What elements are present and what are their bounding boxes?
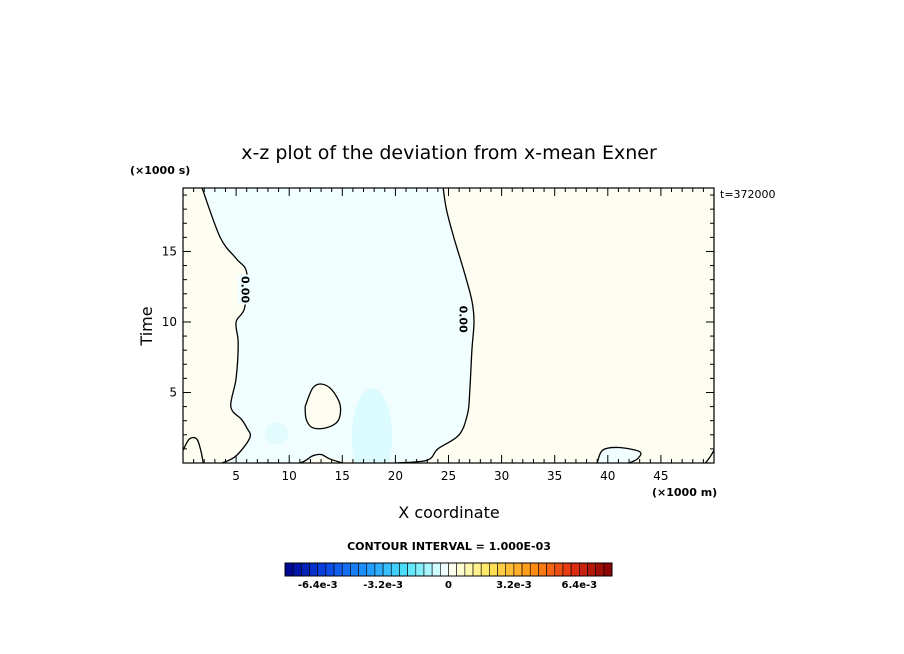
x-tick-label: 20 (388, 469, 403, 483)
shaded-patch-0 (351, 388, 393, 463)
contour-region-1 (305, 383, 341, 429)
contour-label-bg-1 (455, 304, 470, 335)
colorbar-tick-label: -6.4e-3 (298, 580, 338, 591)
colorbar-cell (358, 562, 368, 577)
colorbar-cell (407, 562, 417, 577)
colorbar-cell (587, 562, 596, 577)
zero-contour-line-0 (201, 188, 252, 463)
colorbar-cell (521, 562, 531, 577)
colorbar-cell (562, 562, 572, 577)
zero-contour-right-bump (596, 446, 642, 463)
colorbar-cell (317, 562, 327, 577)
x-tick-label: 25 (441, 469, 456, 483)
colorbar-cell (603, 562, 613, 577)
colorbar-cell (497, 562, 507, 577)
colorbar-cell (333, 562, 343, 577)
colorbar-cell (448, 562, 457, 577)
zero-contour-line-2 (257, 453, 343, 463)
zero-contour-line-3 (183, 436, 204, 463)
colorbar-cell (301, 562, 310, 577)
y-tick-label: 5 (169, 385, 177, 399)
colorbar-tick-label: 3.2e-3 (496, 580, 532, 591)
axis-ticks (183, 188, 714, 463)
colorbar-cell (382, 562, 392, 577)
shaded-patch-1 (264, 422, 289, 445)
x-tick-label: 35 (547, 469, 562, 483)
colorbar-cell (480, 562, 490, 577)
colorbar-cell (440, 562, 449, 577)
colorbar: -6.4e-3 -3.2e-3 0 3.2e-3 6.4e-3 (284, 562, 613, 591)
time-label: t=372000 (720, 188, 776, 201)
chart-title: x-z plot of the deviation from x-mean Ex… (241, 142, 657, 164)
colorbar-cell (399, 562, 408, 577)
colorbar-cell (350, 562, 359, 577)
colorbar-cell (538, 562, 547, 577)
zero-contour-loop (304, 383, 342, 430)
colorbar-tick-label: 0 (445, 580, 452, 591)
colorbar-cell (595, 562, 605, 577)
y-axis-unit: (×1000 s) (130, 164, 190, 177)
colorbar-cell (390, 562, 400, 577)
colorbar-cell (472, 562, 482, 577)
colorbar-tick-label: -3.2e-3 (363, 580, 403, 591)
x-tick-label: 10 (282, 469, 297, 483)
colorbar-cell (374, 562, 384, 577)
plot-area: 0.00 0.00 5 10 15 20 25 30 35 40 45 5 10 15 (162, 187, 715, 483)
x-axis-label: X coordinate (398, 503, 499, 522)
colorbar-cell (546, 562, 556, 577)
colorbar-cell (341, 562, 351, 577)
colorbar-cell (578, 562, 588, 577)
contour-label-1: 0.00 (456, 306, 469, 333)
colorbar-cell (505, 562, 515, 577)
contour-region-0 (202, 188, 474, 463)
contour-interval: CONTOUR INTERVAL = 1.000E-03 (347, 540, 551, 553)
x-tick-label: 45 (653, 469, 668, 483)
colorbar-cell (309, 562, 318, 577)
colorbar-cell (570, 562, 580, 577)
zero-contour-line-1 (395, 188, 475, 463)
colorbar-cell (489, 562, 498, 577)
colorbar-cell (284, 562, 294, 577)
colorbar-cell (366, 562, 376, 577)
x-axis-unit: (×1000 m) (652, 486, 717, 499)
contour-label-0: 0.00 (239, 276, 252, 303)
x-tick-label: 30 (494, 469, 509, 483)
colorbar-cell (415, 562, 425, 577)
colorbar-cell (554, 562, 564, 577)
zero-contour-line-4 (704, 449, 714, 463)
y-tick-label: 15 (162, 244, 177, 258)
colorbar-cell (431, 562, 441, 577)
x-tick-label: 40 (600, 469, 615, 483)
x-tick-label: 15 (335, 469, 350, 483)
colorbar-cell (423, 562, 433, 577)
colorbar-cell (325, 562, 335, 577)
x-tick-label: 5 (232, 469, 240, 483)
colorbar-cell (529, 562, 539, 577)
y-tick-label: 10 (162, 315, 177, 329)
colorbar-cell (292, 562, 302, 577)
y-axis-label: Time (137, 306, 156, 346)
colorbar-tick-label: 6.4e-3 (561, 580, 597, 591)
colorbar-cell (464, 562, 474, 577)
contour-label-bg-0 (237, 274, 252, 305)
colorbar-cell (456, 562, 466, 577)
colorbar-cell (513, 562, 523, 577)
